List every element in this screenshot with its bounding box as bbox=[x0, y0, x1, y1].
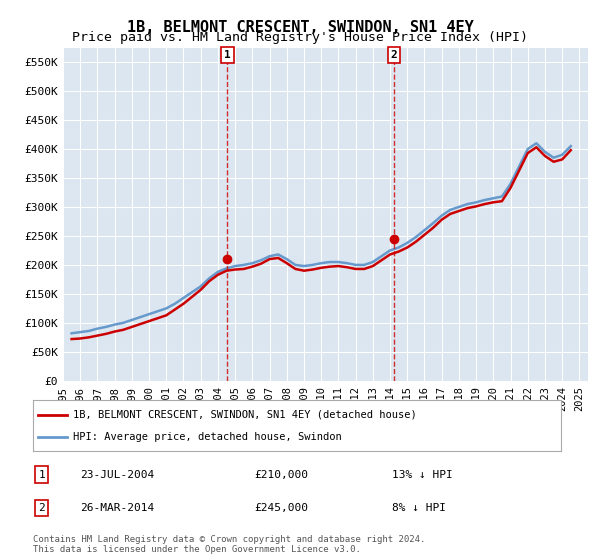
Text: 1B, BELMONT CRESCENT, SWINDON, SN1 4EY: 1B, BELMONT CRESCENT, SWINDON, SN1 4EY bbox=[127, 20, 473, 35]
Text: HPI: Average price, detached house, Swindon: HPI: Average price, detached house, Swin… bbox=[73, 432, 341, 442]
Text: £210,000: £210,000 bbox=[255, 470, 309, 480]
Text: 23-JUL-2004: 23-JUL-2004 bbox=[80, 470, 155, 480]
Text: 26-MAR-2014: 26-MAR-2014 bbox=[80, 503, 155, 513]
Text: 1: 1 bbox=[38, 470, 45, 480]
Text: Price paid vs. HM Land Registry's House Price Index (HPI): Price paid vs. HM Land Registry's House … bbox=[72, 31, 528, 44]
Text: Contains HM Land Registry data © Crown copyright and database right 2024.
This d: Contains HM Land Registry data © Crown c… bbox=[33, 535, 425, 554]
Text: 1: 1 bbox=[224, 50, 231, 60]
Text: 13% ↓ HPI: 13% ↓ HPI bbox=[392, 470, 453, 480]
Text: 1B, BELMONT CRESCENT, SWINDON, SN1 4EY (detached house): 1B, BELMONT CRESCENT, SWINDON, SN1 4EY (… bbox=[73, 409, 416, 419]
Text: 2: 2 bbox=[38, 503, 45, 513]
Text: £245,000: £245,000 bbox=[255, 503, 309, 513]
Text: 8% ↓ HPI: 8% ↓ HPI bbox=[392, 503, 446, 513]
Text: 2: 2 bbox=[391, 50, 397, 60]
